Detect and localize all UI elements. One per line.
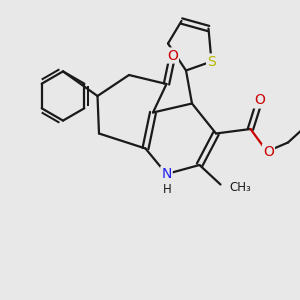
Text: O: O bbox=[167, 49, 178, 62]
Text: N: N bbox=[161, 167, 172, 181]
Text: O: O bbox=[254, 94, 265, 107]
Text: O: O bbox=[263, 145, 274, 158]
Text: CH₃: CH₃ bbox=[230, 181, 251, 194]
Text: S: S bbox=[207, 55, 216, 68]
Text: H: H bbox=[163, 183, 172, 196]
